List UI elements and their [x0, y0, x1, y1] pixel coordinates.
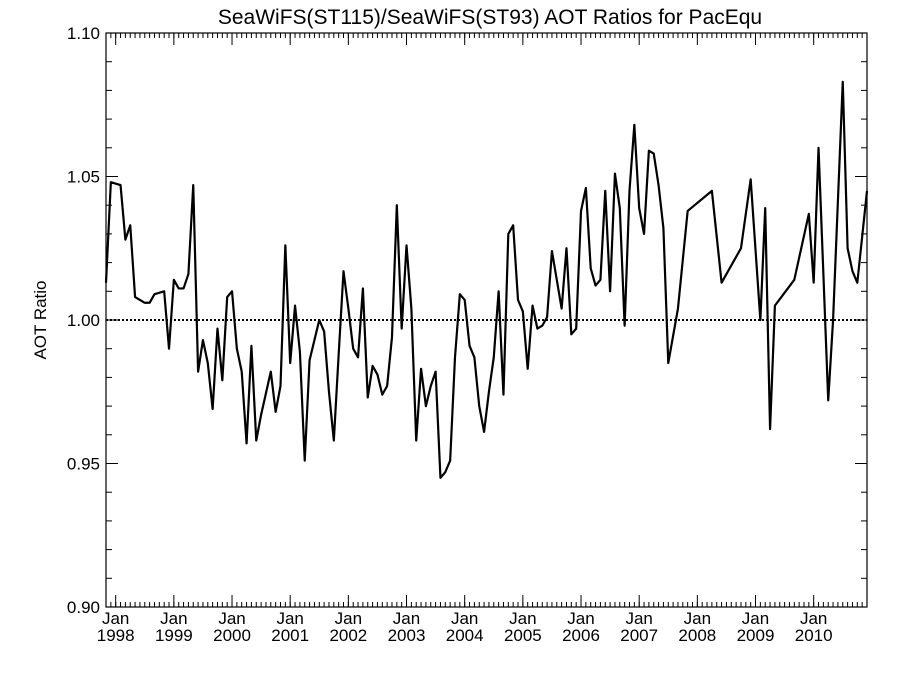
chart-title: SeaWiFS(ST115)/SeaWiFS(ST93) AOT Ratios … [218, 6, 762, 29]
x-tick-month-label: Jan [509, 609, 536, 628]
x-tick-year-label: 2009 [737, 626, 775, 645]
x-tick-year-label: 2007 [620, 626, 658, 645]
x-tick-year-label: 2003 [388, 626, 426, 645]
series-line [104, 80, 869, 479]
y-axis-ticks: 0.90 0.95 1.00 1.05 1.10 [67, 24, 867, 617]
x-tick-year-label: 2010 [795, 626, 833, 645]
x-tick-year-label: 1998 [97, 626, 135, 645]
x-tick-month-label: Jan [335, 609, 362, 628]
x-tick-month-label: Jan [567, 609, 594, 628]
x-tick-month-label: Jan [684, 609, 711, 628]
x-tick-year-label: 2005 [504, 626, 542, 645]
x-tick-month-label: Jan [160, 609, 187, 628]
y-tick-label: 0.95 [67, 455, 100, 474]
y-axis-label: AOT Ratio [31, 280, 50, 359]
x-axis-ticks: Jan1998Jan1999Jan2000Jan2001Jan2002Jan20… [97, 33, 868, 645]
x-tick-month-label: Jan [276, 609, 303, 628]
x-tick-year-label: 1999 [155, 626, 193, 645]
x-tick-year-label: 2008 [678, 626, 716, 645]
y-tick-label: 0.90 [67, 598, 100, 617]
x-tick-month-label: Jan [451, 609, 478, 628]
x-tick-month-label: Jan [742, 609, 769, 628]
x-tick-month-label: Jan [393, 609, 420, 628]
y-tick-label: 1.05 [67, 168, 100, 187]
x-tick-year-label: 2004 [446, 626, 484, 645]
y-tick-label: 1.10 [67, 24, 100, 43]
x-tick-year-label: 2006 [562, 626, 600, 645]
x-tick-month-label: Jan [625, 609, 652, 628]
x-tick-month-label: Jan [102, 609, 129, 628]
y-tick-label: 1.00 [67, 311, 100, 330]
x-tick-month-label: Jan [218, 609, 245, 628]
x-tick-year-label: 2000 [213, 626, 251, 645]
data-points [105, 81, 868, 478]
x-tick-year-label: 2002 [329, 626, 367, 645]
x-tick-month-label: Jan [800, 609, 827, 628]
x-tick-year-label: 2001 [271, 626, 309, 645]
